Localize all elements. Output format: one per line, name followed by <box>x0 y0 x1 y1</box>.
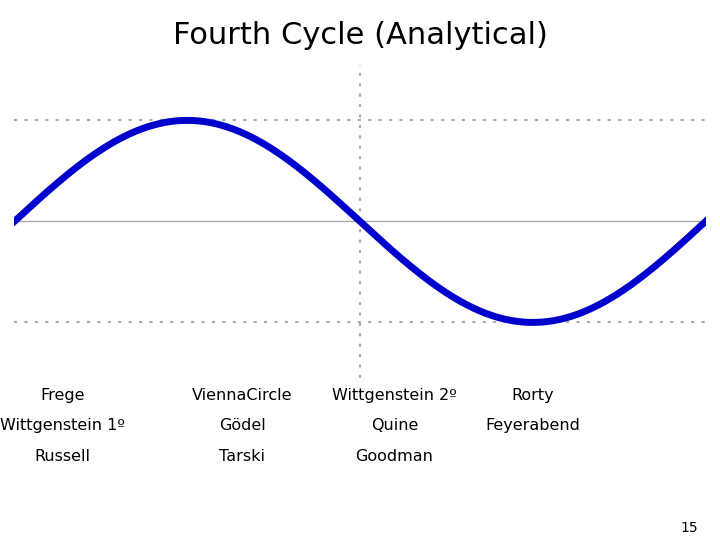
Text: Russell: Russell <box>35 449 91 464</box>
Text: Feyerabend: Feyerabend <box>485 418 580 434</box>
Text: Gödel: Gödel <box>219 418 266 434</box>
Text: Wittgenstein 1º: Wittgenstein 1º <box>0 418 125 434</box>
Text: Frege: Frege <box>40 388 85 403</box>
Text: ViennaCircle: ViennaCircle <box>192 388 293 403</box>
Text: Wittgenstein 2º: Wittgenstein 2º <box>332 388 457 403</box>
Text: 15: 15 <box>681 521 698 535</box>
Text: Tarski: Tarski <box>220 449 266 464</box>
Text: Goodman: Goodman <box>356 449 433 464</box>
Title: Fourth Cycle (Analytical): Fourth Cycle (Analytical) <box>173 21 547 50</box>
Text: Quine: Quine <box>371 418 418 434</box>
Text: Rorty: Rorty <box>511 388 554 403</box>
